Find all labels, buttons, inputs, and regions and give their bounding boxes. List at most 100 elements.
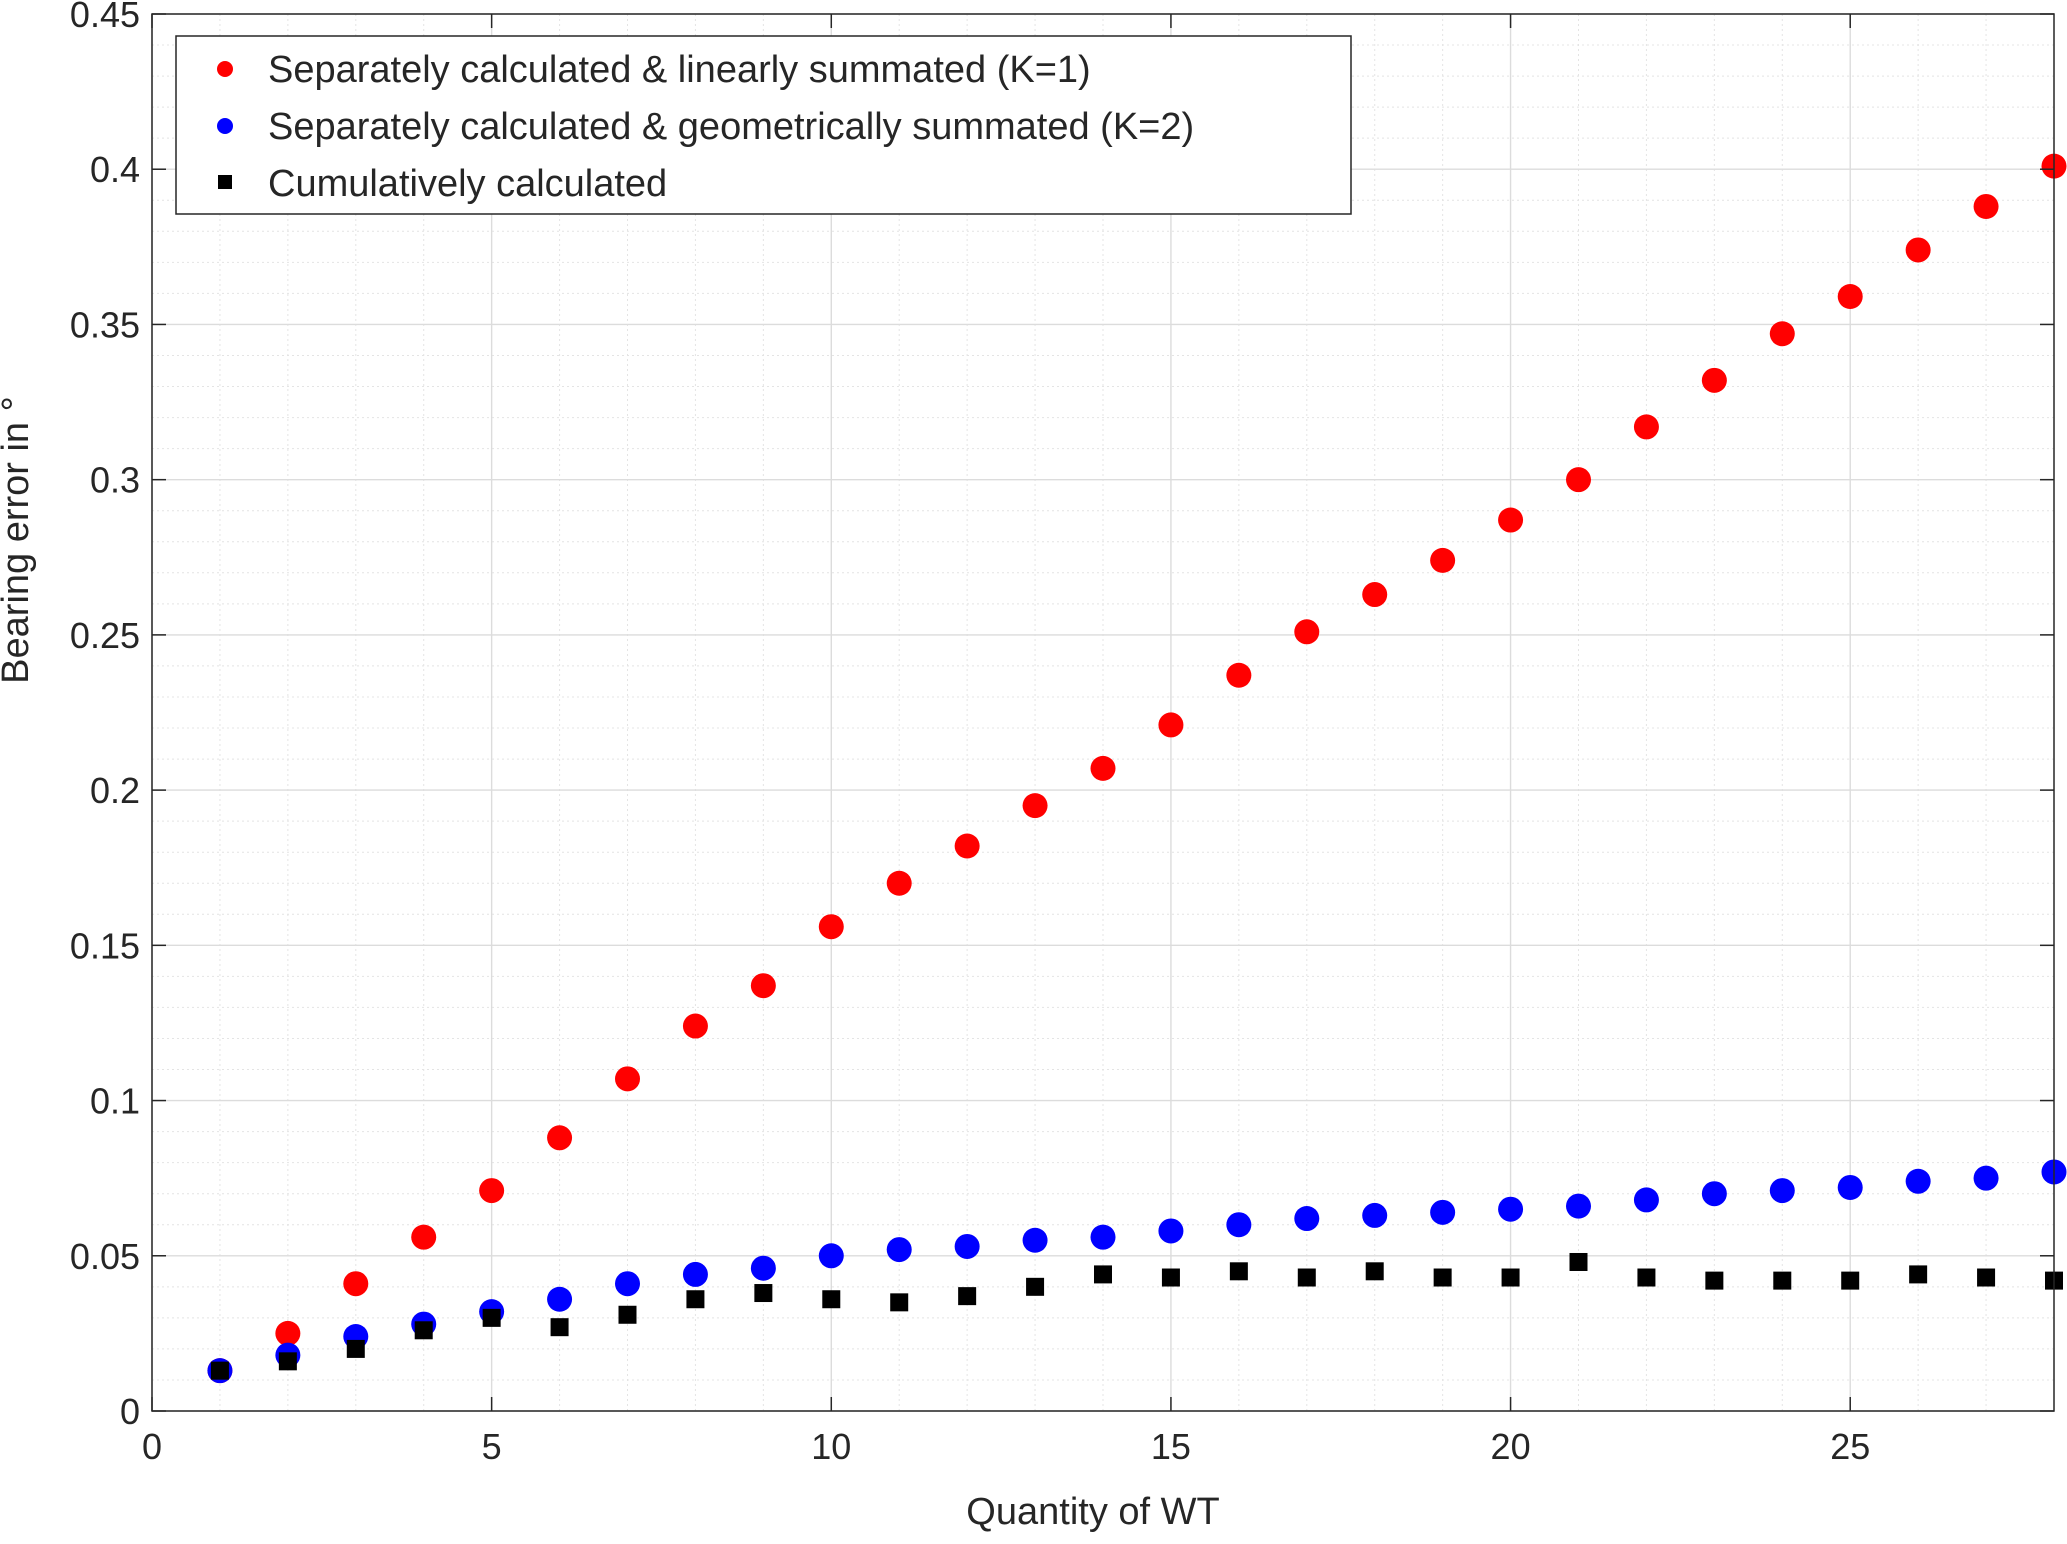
y-tick-label: 0.4 xyxy=(90,149,140,190)
x-tick-label: 0 xyxy=(142,1426,162,1467)
legend: Separately calculated & linearly summate… xyxy=(175,35,1352,215)
data-point-circle xyxy=(1769,1178,1795,1204)
data-point-square xyxy=(890,1293,909,1312)
data-point-circle xyxy=(1566,1193,1591,1219)
data-point-square xyxy=(1365,1262,1384,1281)
y-tick-label: 0.25 xyxy=(70,615,140,656)
x-tick-label: 25 xyxy=(1830,1426,1870,1467)
data-point-circle xyxy=(1294,1206,1320,1232)
axis-tick-labels: 0 5 10 15 20 25 0 0.05 0.1 0.15 0.2 0.25 0.3 0.35 0.4 0… xyxy=(70,0,1870,1467)
data-point-circle xyxy=(547,1125,573,1151)
x-tick-label: 10 xyxy=(811,1426,851,1467)
data-point-square xyxy=(1637,1268,1656,1287)
data-point-circle xyxy=(1566,467,1591,493)
data-point-square xyxy=(754,1284,773,1303)
data-point-square xyxy=(1297,1268,1316,1287)
series-1 xyxy=(207,153,2067,1384)
legend-entry: Cumulatively calculated xyxy=(218,163,667,205)
data-point-circle xyxy=(1362,1202,1388,1228)
data-point-square xyxy=(210,1361,229,1380)
data-point-circle xyxy=(1090,1224,1116,1250)
data-point-circle xyxy=(479,1178,505,1204)
data-point-circle xyxy=(1973,1165,1999,1191)
data-point-square xyxy=(1569,1252,1588,1271)
data-point-square xyxy=(822,1290,841,1309)
y-tick-label: 0.05 xyxy=(70,1236,140,1277)
data-point-circle xyxy=(1294,619,1320,645)
data-point-circle xyxy=(1701,1181,1727,1207)
data-marks xyxy=(207,153,2067,1384)
data-point-square xyxy=(1094,1265,1112,1284)
data-point-circle xyxy=(1837,284,1863,310)
data-point-circle xyxy=(547,1286,573,1312)
data-point-square xyxy=(482,1308,501,1327)
data-point-circle xyxy=(1973,193,1999,219)
data-point-square xyxy=(1773,1271,1792,1290)
legend-entry: Separately calculated & linearly summate… xyxy=(217,49,1091,91)
data-point-square xyxy=(1841,1271,1860,1290)
data-point-circle xyxy=(818,1243,844,1269)
data-point-circle xyxy=(1158,712,1184,738)
data-point-square xyxy=(1026,1277,1045,1296)
data-point-circle xyxy=(615,1066,640,1092)
data-point-circle xyxy=(954,1233,980,1259)
data-point-circle xyxy=(886,870,912,896)
legend-label: Separately calculated & linearly summate… xyxy=(268,49,1091,91)
legend-marker-blue-circle xyxy=(217,118,233,134)
legend-marker-black-square xyxy=(218,175,232,189)
data-point-circle xyxy=(818,914,844,940)
x-axis-label: Quantity of WT xyxy=(966,1491,1219,1533)
data-point-square xyxy=(1433,1268,1452,1287)
data-point-circle xyxy=(1905,1168,1931,1194)
data-point-circle xyxy=(682,1261,708,1287)
data-point-square xyxy=(278,1352,297,1371)
data-point-circle xyxy=(1498,507,1524,533)
data-point-circle xyxy=(1633,1187,1659,1213)
data-point-square xyxy=(1909,1265,1928,1284)
y-axis-label: Bearing error in ° xyxy=(0,396,37,684)
data-point-circle xyxy=(1498,1196,1524,1222)
legend-label: Cumulatively calculated xyxy=(268,163,667,205)
data-point-circle xyxy=(1633,414,1659,440)
data-point-square xyxy=(686,1290,705,1309)
data-point-square xyxy=(1705,1271,1724,1290)
data-point-circle xyxy=(411,1224,437,1250)
data-point-circle xyxy=(615,1271,640,1297)
data-point-circle xyxy=(1022,1227,1048,1253)
y-tick-label: 0.15 xyxy=(70,925,140,966)
data-point-square xyxy=(550,1318,569,1337)
data-point-circle xyxy=(1769,321,1795,347)
data-point-square xyxy=(1501,1268,1520,1287)
y-tick-label: 0.1 xyxy=(90,1081,140,1122)
data-point-circle xyxy=(275,1320,301,1346)
legend-entry: Separately calculated & geometrically su… xyxy=(217,106,1194,148)
data-point-circle xyxy=(343,1271,369,1297)
data-point-circle xyxy=(1430,1199,1456,1225)
y-tick-label: 0 xyxy=(120,1391,140,1432)
data-point-square xyxy=(1229,1262,1248,1281)
data-point-square xyxy=(618,1305,637,1324)
data-point-circle xyxy=(1226,662,1252,688)
data-point-circle xyxy=(1701,367,1727,393)
data-point-circle xyxy=(682,1013,708,1039)
data-point-circle xyxy=(954,833,980,859)
data-point-circle xyxy=(1837,1174,1863,1200)
data-point-circle xyxy=(886,1237,912,1263)
x-tick-label: 20 xyxy=(1491,1426,1531,1467)
legend-box xyxy=(175,35,1352,215)
plot-frame xyxy=(151,13,2055,1412)
data-point-circle xyxy=(1905,237,1931,263)
data-point-circle xyxy=(1158,1218,1184,1244)
data-point-square xyxy=(1977,1268,1996,1287)
data-point-square xyxy=(346,1339,365,1358)
data-point-square xyxy=(958,1287,977,1306)
data-point-circle xyxy=(750,1255,776,1281)
y-tick-label: 0.2 xyxy=(90,770,140,811)
data-point-circle xyxy=(750,973,776,999)
x-tick-label: 15 xyxy=(1151,1426,1191,1467)
data-point-square xyxy=(414,1321,433,1340)
data-point-circle xyxy=(1090,755,1116,781)
series-3 xyxy=(210,1252,2063,1380)
